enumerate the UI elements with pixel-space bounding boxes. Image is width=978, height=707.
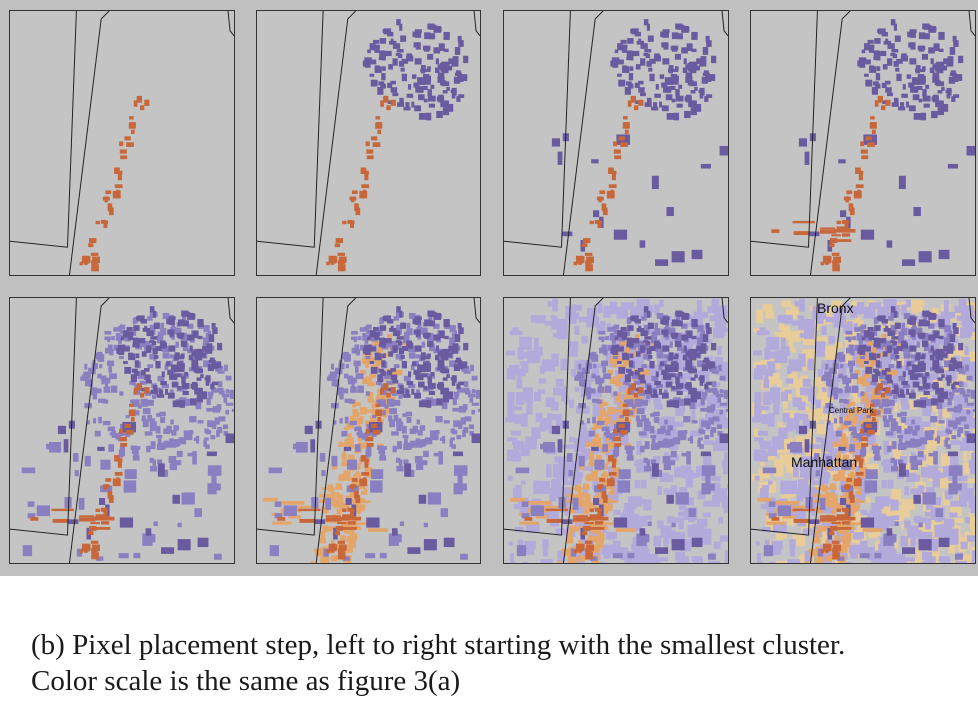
map-panel-6 bbox=[256, 297, 481, 564]
map-panel-8: Bronx Central Park Manhattan bbox=[750, 297, 976, 564]
map-label-central-park: Central Park bbox=[829, 406, 874, 415]
map-render-8 bbox=[751, 298, 975, 563]
map-render-3 bbox=[504, 11, 728, 275]
map-render-7 bbox=[504, 298, 728, 563]
map-render-5 bbox=[10, 298, 234, 563]
map-render-2 bbox=[257, 11, 480, 275]
map-render-6 bbox=[257, 298, 480, 563]
map-panel-5 bbox=[9, 297, 235, 564]
map-render-1 bbox=[10, 11, 234, 275]
map-panel-3 bbox=[503, 10, 729, 276]
map-label-manhattan: Manhattan bbox=[791, 454, 858, 470]
map-panel-4 bbox=[750, 10, 976, 276]
map-render-4 bbox=[751, 11, 975, 275]
caption-line-2: Color scale is the same as figure 3(a) bbox=[31, 665, 461, 697]
map-panel-7 bbox=[503, 297, 729, 564]
figure-caption: (b) Pixel placement step, left to right … bbox=[31, 627, 971, 699]
map-panel-2 bbox=[256, 10, 481, 276]
map-panel-1 bbox=[9, 10, 235, 276]
figure-panels: Bronx Central Park Manhattan bbox=[0, 0, 978, 576]
map-label-bronx: Bronx bbox=[817, 300, 854, 316]
caption-line-1: (b) Pixel placement step, left to right … bbox=[31, 629, 846, 661]
